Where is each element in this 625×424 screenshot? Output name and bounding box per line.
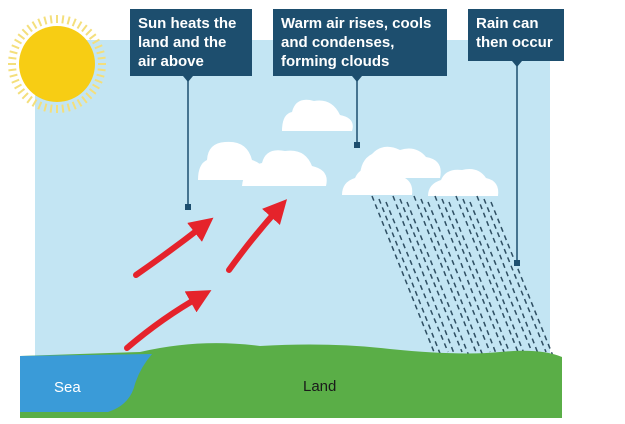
sea-label: Sea: [54, 379, 81, 396]
arrow-icon: [226, 199, 288, 273]
sky-panel: [35, 40, 550, 365]
cloud-icon: [242, 150, 327, 186]
callout-pointer: [512, 61, 522, 266]
rain-callout: Rain can then occur: [468, 9, 564, 61]
sun-heats-callout: Sun heats the land and the air above: [130, 9, 252, 76]
rain-icon: [371, 195, 554, 357]
cloud-icon: [198, 141, 264, 180]
sea: [20, 354, 152, 412]
land: [20, 343, 562, 418]
arrow-icon: [124, 290, 212, 351]
sun-icon: [8, 15, 106, 113]
cloud-icon: [282, 99, 353, 131]
land-label: Land: [303, 378, 337, 395]
cloud-icon: [342, 167, 413, 195]
callout-pointer: [183, 76, 193, 210]
clouds-forming-callout: Warm air rises, cools and condenses, for…: [273, 9, 447, 76]
callout-pointer: [352, 76, 362, 148]
cloud-icon: [428, 169, 499, 196]
arrow-icon: [133, 217, 214, 278]
